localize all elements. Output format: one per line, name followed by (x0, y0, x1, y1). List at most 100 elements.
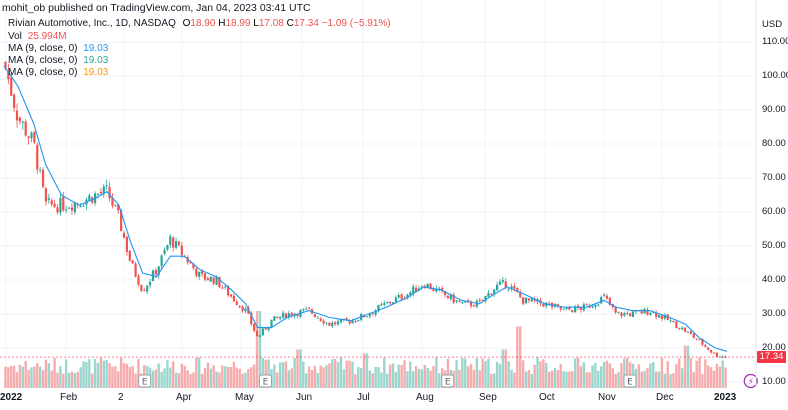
candle-body (351, 320, 354, 324)
volume-bar (394, 371, 398, 388)
candle-body (79, 206, 82, 208)
time-tick: Dec (656, 392, 674, 403)
volume-bar (348, 360, 351, 388)
candle-body (244, 308, 247, 312)
volume-bar (169, 367, 172, 388)
earnings-marker[interactable]: E (258, 374, 272, 388)
candle-body (579, 307, 583, 310)
candle-body (368, 314, 371, 317)
earnings-marker[interactable]: E (441, 374, 455, 388)
volume-bar (464, 358, 467, 388)
ma-legend-1[interactable]: MA (9, close, 0) 19.03 (8, 43, 108, 54)
candle-body (600, 296, 603, 304)
volume-bar (47, 363, 51, 388)
price-axis[interactable]: USD 110.00 100.00 90.00 80.00 70.00 60.00 50.0… (756, 0, 788, 410)
volume-bar (21, 366, 24, 388)
volume-bar (718, 366, 721, 388)
volume-bar (339, 357, 343, 388)
candle-body (490, 293, 493, 295)
candle-body (510, 286, 513, 290)
candle-body (640, 309, 643, 314)
time-tick: Aug (416, 392, 434, 403)
volume-bar (484, 361, 487, 388)
volume-bar (637, 364, 640, 388)
volume-bar (521, 360, 525, 388)
ma-value: 19.03 (83, 43, 109, 54)
volume-bar (663, 373, 667, 388)
candle-body (24, 121, 27, 136)
candle-body (302, 309, 305, 311)
published-line: mohit_ob published on TradingView.com, J… (2, 2, 311, 14)
earnings-marker[interactable]: E (138, 374, 152, 388)
candle-body (258, 335, 262, 337)
event-markers[interactable]: E E E E ⚡ (138, 373, 758, 389)
volume-bar (96, 362, 100, 388)
candle-body (498, 281, 502, 285)
volume-bar (510, 369, 513, 388)
volume-bar (195, 357, 198, 388)
volume-bar (475, 358, 479, 388)
candle-body (455, 300, 458, 302)
event-label: E (445, 378, 451, 388)
price-tick: 80.00 (762, 138, 786, 149)
candle-body (524, 297, 528, 304)
volume-bar (302, 361, 305, 388)
volume-bar (151, 370, 155, 388)
volume-bar (200, 373, 204, 388)
volume-bar (469, 363, 473, 388)
ma-legend-3[interactable]: MA (9, close, 0) 19.03 (8, 67, 108, 78)
volume-bar (695, 360, 698, 388)
candle-body (229, 294, 233, 297)
volume-bar (73, 373, 77, 388)
price-tick: 60.00 (762, 206, 786, 217)
candle-body (47, 198, 50, 200)
candle-body (195, 268, 198, 276)
volume-bar (654, 371, 658, 388)
candle-body (218, 276, 221, 288)
ma-value: 19.03 (83, 67, 109, 78)
candle-body (18, 117, 22, 122)
candle-body (270, 319, 273, 328)
symbol-legend[interactable]: Rivian Automotive, Inc., 1D, NASDAQ O18.… (8, 18, 391, 29)
volume-bar (163, 368, 166, 388)
candle-body (657, 314, 661, 318)
candle-body (721, 356, 724, 358)
candle-body (166, 245, 169, 250)
high-value: 18.99 (225, 18, 251, 29)
candle-body (125, 236, 129, 252)
volume-bar (585, 372, 588, 388)
volume-bar (669, 374, 672, 388)
candle-body (96, 193, 100, 195)
volume-bar (252, 364, 256, 388)
earnings-marker[interactable]: E (623, 374, 637, 388)
volume-bar (354, 374, 357, 388)
candle-body (102, 186, 105, 194)
candle-body (420, 286, 423, 289)
ma-line (3, 65, 728, 352)
price-tick: 10.00 (762, 376, 786, 387)
candle-body (334, 322, 337, 325)
volume-bar (550, 370, 554, 388)
volume-legend[interactable]: Vol 25.994M (8, 31, 67, 42)
time-tick: Jul (357, 392, 370, 403)
candle-body (409, 292, 412, 295)
candle-body (27, 136, 30, 139)
volume-bar (455, 360, 458, 388)
event-label: ⚡ (748, 378, 754, 388)
volume-bar (620, 363, 623, 388)
candle-body (247, 307, 250, 314)
volume-bar (59, 366, 62, 388)
candle-body (692, 333, 695, 338)
candle-body (574, 306, 577, 313)
candle-body (594, 304, 597, 307)
volume-bar (403, 360, 406, 388)
ma-legend-2[interactable]: MA (9, close, 0) 19.03 (8, 55, 108, 66)
volume-bar (224, 366, 227, 388)
volume-bar (38, 366, 42, 388)
candle-body (519, 292, 522, 298)
candle-body (568, 306, 571, 310)
split-marker[interactable]: ⚡ (743, 373, 758, 389)
volume-bar (131, 365, 134, 388)
candle-body (267, 326, 270, 331)
